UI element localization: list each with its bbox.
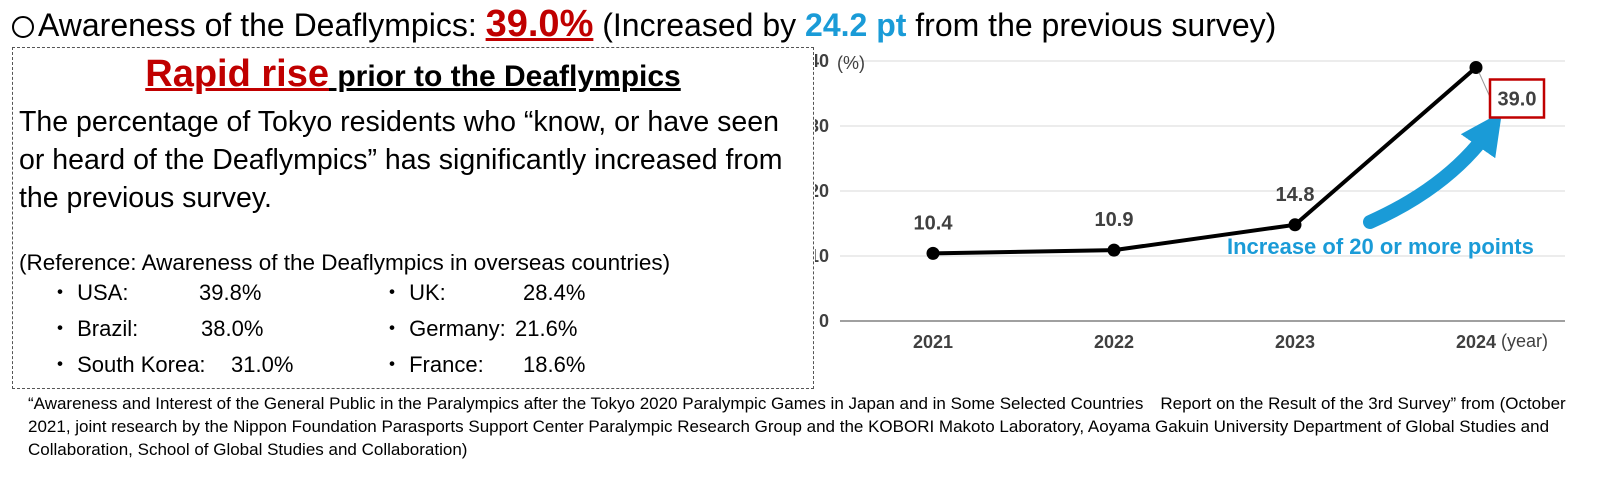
country-item: ・ USA: 39.8% [49, 278, 261, 308]
y-axis-unit: (%) [837, 53, 865, 73]
x-tick-label: 2023 [1275, 332, 1315, 352]
y-tick-label: 40 [815, 51, 829, 71]
data-labels: 10.4 10.9 14.8 39.0 [914, 72, 1546, 234]
country-name: ・ South Korea: [49, 352, 206, 377]
headline-prefix: Awareness of the Deaflympics: [38, 7, 486, 43]
country-value: 21.6% [515, 316, 578, 341]
country-name: ・ Germany: [381, 316, 506, 341]
data-label: 10.9 [1095, 209, 1134, 231]
headline-middle: (Increased by [593, 7, 806, 43]
y-tick-label: 20 [815, 181, 829, 201]
series-line [926, 61, 1483, 260]
country-value: 18.6% [523, 352, 586, 377]
x-tick-label: 2021 [913, 332, 953, 352]
country-name: ・ Brazil: [49, 316, 139, 341]
box-body-text: The percentage of Tokyo residents who “k… [19, 106, 783, 214]
data-label: 14.8 [1276, 184, 1315, 206]
data-label: 10.4 [914, 212, 954, 234]
country-value: 38.0% [201, 316, 264, 341]
data-point [1107, 243, 1121, 257]
country-value: 28.4% [523, 280, 586, 305]
summary-box: Rapid rise prior to the Deaflympics The … [12, 47, 814, 389]
country-item: ・ UK: 28.4% [381, 278, 585, 308]
country-value: 31.0% [231, 352, 294, 377]
box-title-highlight: Rapid rise [145, 53, 329, 95]
country-item: ・ Brazil: 38.0% [49, 314, 263, 344]
source-note: “Awareness and Interest of the General P… [28, 394, 1566, 459]
data-label: 39.0 [1498, 89, 1537, 111]
circle-bullet-icon [12, 16, 34, 38]
country-item: ・ South Korea: 31.0% [49, 350, 293, 380]
grid [840, 60, 1565, 257]
y-tick-label: 30 [815, 116, 829, 136]
y-tick-label: 10 [815, 246, 829, 266]
data-point [926, 246, 940, 260]
x-tick-label: 2024 [1456, 332, 1496, 352]
series-path [932, 65, 1478, 256]
country-item: ・ France: 18.6% [381, 350, 585, 380]
axes: 0 10 20 30 40 2021 2022 2023 2024 [815, 51, 1565, 352]
awareness-line-chart: 0 10 20 30 40 2021 2022 2023 2024 (%) (year) Inc… [815, 51, 1565, 352]
headline: Awareness of the Deaflympics: 39.0% (Inc… [12, 2, 1612, 46]
headline-increase-value: 24.2 pt [805, 7, 907, 43]
x-axis-unit: (year) [1501, 331, 1548, 351]
country-item: ・ Germany: 21.6% [381, 314, 577, 344]
box-title: Rapid rise prior to the Deaflympics [13, 52, 813, 99]
increase-arrow [1363, 111, 1503, 229]
data-point [1288, 218, 1302, 232]
reference-heading: (Reference: Awareness of the Deaflympics… [19, 250, 671, 275]
annotation-group: Increase of 20 or more points [1227, 111, 1534, 259]
country-name: ・ UK: [381, 280, 446, 305]
country-name: ・ France: [381, 352, 484, 377]
country-name: ・ USA: [49, 280, 129, 305]
box-title-rest: prior to the Deaflympics [328, 60, 681, 93]
headline-awareness-value: 39.0% [485, 3, 594, 45]
increase-annotation: Increase of 20 or more points [1227, 234, 1534, 259]
country-value: 39.8% [199, 280, 262, 305]
y-tick-label: 0 [819, 311, 829, 331]
x-tick-label: 2022 [1094, 332, 1134, 352]
headline-suffix: from the previous survey) [906, 7, 1277, 43]
data-point [1469, 61, 1483, 74]
highlight-label-box [1488, 78, 1546, 119]
